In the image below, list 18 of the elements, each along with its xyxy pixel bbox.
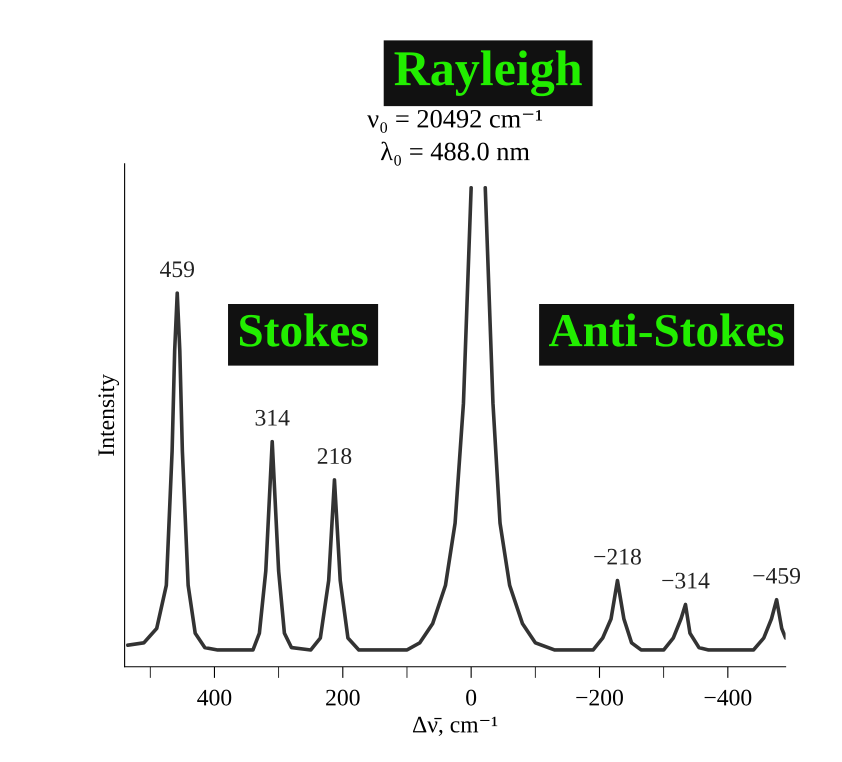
- text: Rayleigh: [394, 50, 582, 96]
- annotation: 314: [256, 410, 290, 426]
- x-tick-label: 200: [326, 690, 360, 706]
- annotation: Anti-Stokes: [549, 313, 784, 347]
- text: ν₀ = 20492 cm⁻¹: [367, 110, 542, 133]
- x-tick-label: 0: [466, 690, 476, 706]
- annotation: 218: [318, 448, 352, 464]
- annotation: −314: [662, 572, 710, 589]
- annotation: Stokes: [240, 313, 368, 347]
- x-axis-title: Δν̄, cm⁻¹: [412, 716, 498, 736]
- y-axis-title: Intensity: [98, 374, 120, 456]
- annotation: −218: [594, 548, 641, 565]
- annotation: 459: [160, 261, 194, 278]
- text: λ₀ = 488.0 nm: [380, 142, 530, 166]
- x-tick-label: −200: [576, 690, 623, 706]
- x-tick-label: −400: [704, 690, 752, 706]
- annotation: −459: [753, 568, 800, 584]
- x-tick-label: 400: [197, 690, 232, 706]
